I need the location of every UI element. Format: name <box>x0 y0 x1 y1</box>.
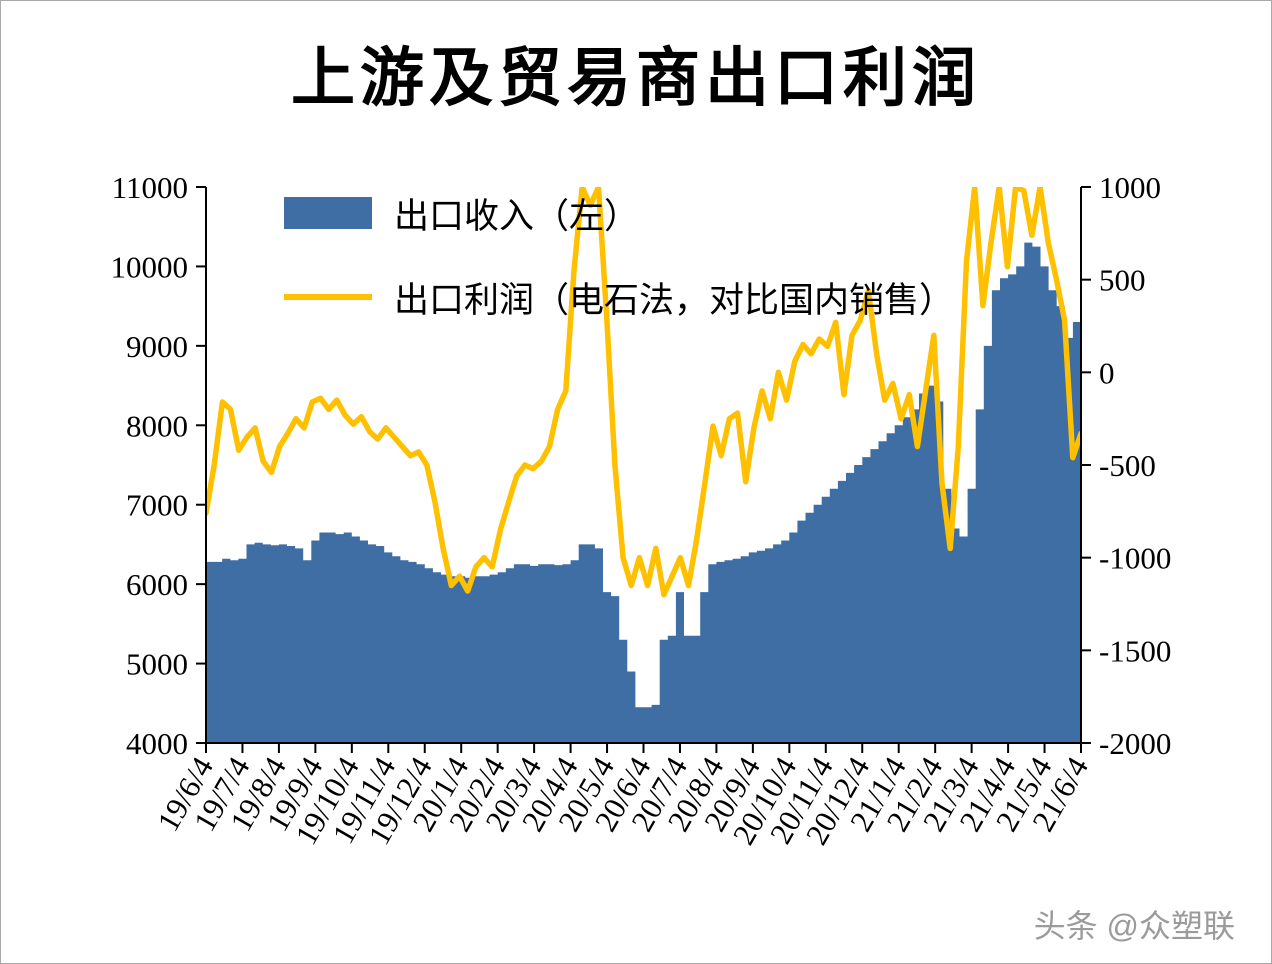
y-axis-right: -2000 -1500 -1000 -500 0 500 1000 <box>1081 170 1171 761</box>
right-axis-tick-label: -500 <box>1099 448 1156 483</box>
legend-item-export-profit: 出口利润（电石法，对比国内销售） <box>284 275 954 320</box>
right-axis-tick-label: 1000 <box>1099 170 1161 205</box>
left-axis-tick-label: 11000 <box>112 170 188 205</box>
right-axis-tick-label: -1500 <box>1099 633 1171 668</box>
right-axis-tick-label: 0 <box>1099 355 1115 390</box>
legend-label-revenue: 出口收入（左） <box>394 196 640 236</box>
legend-label-profit: 出口利润（电石法，对比国内销售） <box>394 280 955 320</box>
left-axis-tick-label: 6000 <box>126 567 188 602</box>
right-axis-tick-label: 500 <box>1099 263 1146 298</box>
chart-title: 上游及贸易商出口利润 <box>291 43 981 114</box>
left-axis-tick-label: 10000 <box>111 249 189 284</box>
profit-line-swatch <box>284 294 372 300</box>
left-axis-tick-label: 9000 <box>126 329 188 364</box>
export-profit-line <box>206 187 1081 598</box>
export-revenue-area <box>206 242 1081 743</box>
right-axis-tick-label: -2000 <box>1099 726 1171 761</box>
legend: 出口收入（左） 出口利润（电石法，对比国内销售） <box>284 191 954 359</box>
left-axis-tick-label: 7000 <box>126 488 188 523</box>
legend-item-export-revenue: 出口收入（左） <box>284 191 954 236</box>
right-axis-tick-label: -1000 <box>1099 541 1171 576</box>
watermark: 头条 @众塑联 <box>1033 908 1235 944</box>
y-axis-left: 4000 5000 6000 7000 8000 9000 10000 11000 <box>111 170 206 761</box>
x-axis: 19/6/419/7/419/8/419/9/419/10/419/11/419… <box>150 743 1095 851</box>
left-axis-tick-label: 4000 <box>126 726 188 761</box>
left-axis-tick-label: 8000 <box>126 408 188 443</box>
left-axis-tick-label: 5000 <box>126 647 188 682</box>
revenue-area-swatch <box>284 197 372 229</box>
